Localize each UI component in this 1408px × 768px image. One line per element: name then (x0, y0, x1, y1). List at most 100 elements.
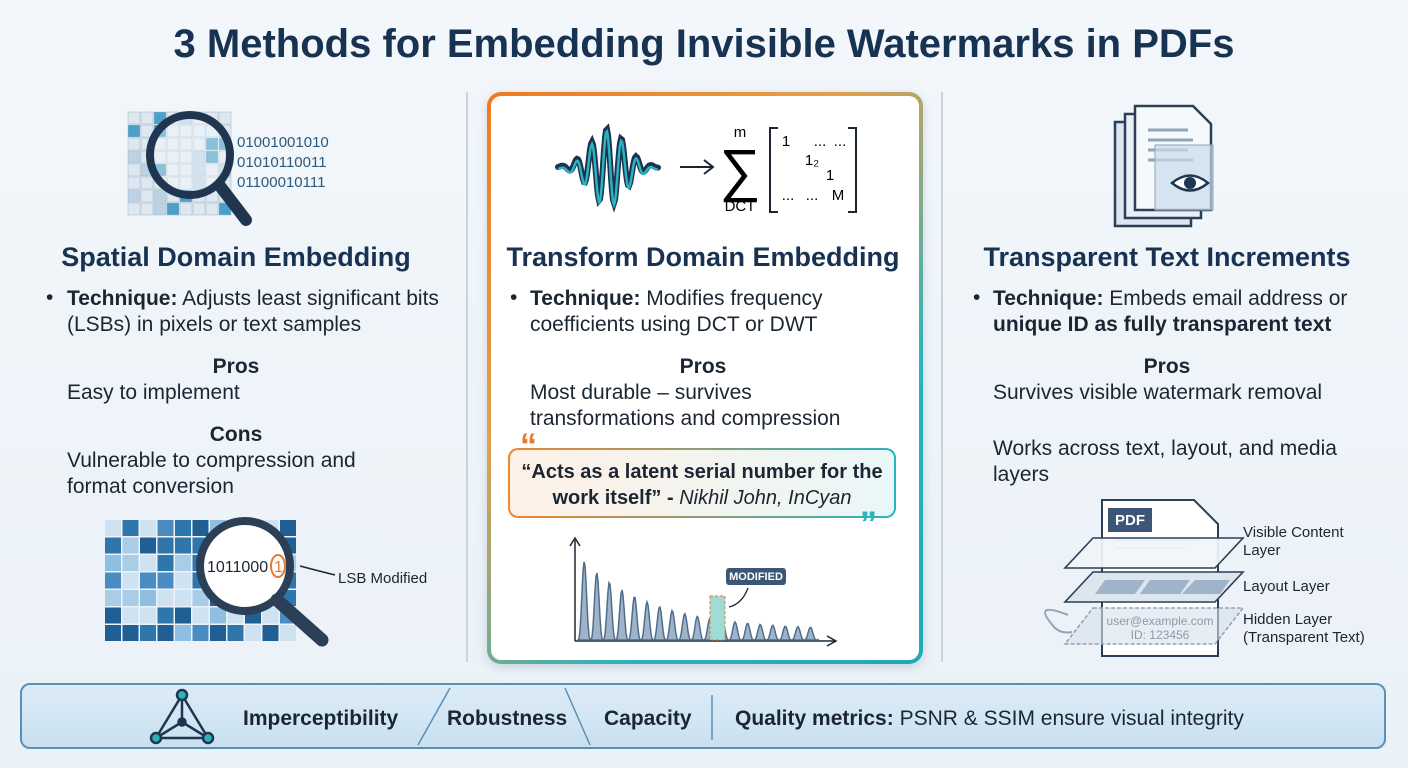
pixel (280, 625, 296, 641)
pixel (140, 176, 154, 190)
quote-box: “Acts as a latent serial number for the … (508, 448, 896, 518)
pixel (227, 625, 244, 641)
pixel (105, 607, 121, 624)
pixel (179, 189, 193, 203)
pixel (166, 150, 180, 164)
bits: 01100010111 (237, 174, 325, 191)
pixel (122, 572, 139, 589)
technique: Technique: Modifies frequency coefficien… (530, 286, 890, 338)
pixel (227, 590, 244, 606)
pixel (205, 150, 219, 164)
pixel (245, 520, 261, 536)
pixel (262, 607, 279, 624)
hidden-text: user@example.com (1107, 614, 1214, 628)
pros-text: Easy to implement (67, 381, 240, 404)
pixel (227, 537, 244, 554)
technique-label: Technique: (993, 287, 1104, 310)
pixel (179, 150, 193, 164)
pixel (218, 124, 232, 138)
pros-label: Pros (1143, 355, 1191, 378)
pixel (140, 607, 156, 624)
pixel (157, 625, 174, 641)
callout-arrow (299, 565, 336, 576)
pixel (153, 189, 167, 203)
pixel (192, 163, 206, 177)
technique-label: Technique: (67, 287, 178, 310)
footer-item: Capacity (604, 707, 692, 730)
pixel (166, 163, 180, 177)
pixel (179, 137, 193, 151)
pixel-grid (105, 520, 296, 641)
bit-sample: 1011000 (207, 559, 268, 576)
column-heading: Transform Domain Embedding (506, 242, 900, 272)
pixel (140, 111, 154, 125)
pixel (122, 537, 139, 554)
pixel (175, 572, 191, 589)
pixel (192, 572, 209, 589)
pixel (280, 555, 296, 571)
pixel (192, 607, 209, 624)
pixel (175, 537, 191, 554)
pixel (122, 520, 139, 536)
pixel (210, 555, 226, 571)
pixel (166, 189, 180, 203)
pixel (127, 176, 141, 190)
pixel (122, 625, 139, 641)
pixel (262, 590, 279, 606)
pixel (140, 590, 156, 606)
pixel (175, 625, 191, 641)
pixel (192, 150, 206, 164)
pixel (262, 520, 279, 536)
pixel (218, 189, 232, 203)
pixel (192, 555, 209, 571)
pixel (192, 137, 206, 151)
pros-label: Pros (679, 355, 727, 378)
column-heading: Transparent Text Increments (983, 242, 1351, 272)
layer-label: Visible Content Layer (1243, 524, 1344, 559)
pixel-grid (127, 111, 232, 216)
pixel (192, 189, 206, 203)
pixel (218, 176, 232, 190)
pixel (127, 137, 141, 151)
pixel (205, 202, 219, 216)
quote-separator: - (666, 487, 674, 509)
pixel (157, 520, 174, 536)
pixel (205, 176, 219, 190)
pixel (205, 163, 219, 177)
technique-text: Embeds email address or (1109, 287, 1348, 310)
footer-item: Imperceptibility (243, 707, 399, 730)
technique-text: Adjusts least significant bits (LSBs) in… (67, 287, 439, 336)
pros-text: Survives visible watermark removal (993, 381, 1323, 404)
pixel (262, 555, 279, 571)
magnifier (196, 517, 294, 615)
doc-label: PDF (1115, 512, 1145, 529)
magnifier-handle (214, 180, 252, 226)
documents-icon (1113, 104, 1214, 228)
technique-text: Modifies frequency coefficients using DC… (530, 287, 823, 336)
pixel (140, 124, 154, 138)
pixel (179, 111, 193, 125)
pixel (227, 572, 244, 589)
pixel (153, 150, 167, 164)
pixel (179, 124, 193, 138)
pixel (280, 607, 296, 624)
pixel (127, 189, 141, 203)
pixel (157, 555, 174, 571)
pixel (127, 124, 141, 138)
pixel (153, 111, 167, 125)
bits: 01010110011 (237, 154, 327, 171)
pixel (105, 590, 121, 606)
pixel (192, 111, 206, 125)
pixel (245, 607, 261, 624)
pixel (140, 202, 154, 216)
callout: LSB Modified (338, 570, 427, 587)
pixel (245, 590, 261, 606)
metrics-text: PSNR & SSIM ensure visual integrity (899, 707, 1244, 730)
pixel (175, 590, 191, 606)
pixel (227, 555, 244, 571)
pixel (140, 163, 154, 177)
pixel (280, 520, 296, 536)
pros-label: Pros (212, 355, 260, 378)
pixel (227, 520, 244, 536)
